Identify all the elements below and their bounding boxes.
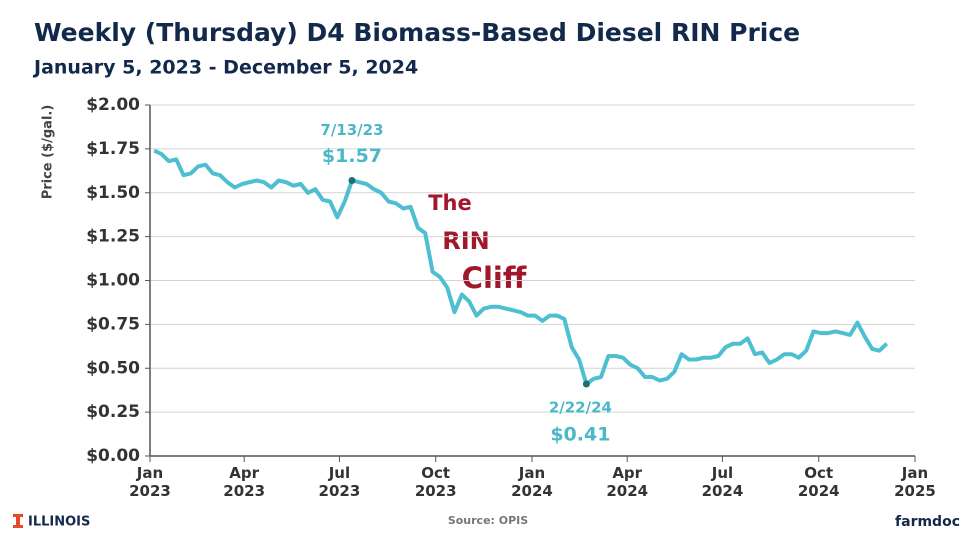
x-tick-label: Oct 2024	[797, 464, 840, 500]
logo-mark	[16, 514, 20, 528]
highlight-value: $1.57	[322, 145, 382, 167]
annotation: RIN	[442, 227, 490, 255]
series-line	[153, 148, 889, 386]
logo-text: farmdoc	[895, 514, 960, 530]
x-tick-label: Jan 2024	[511, 464, 553, 500]
highlight-date: 2/22/24	[549, 399, 612, 417]
source: Source: OPIS	[448, 514, 528, 527]
x-tick-label: Jul 2024	[701, 464, 744, 500]
x-tick-label: Oct 2023	[414, 464, 457, 500]
x-tick-label: Jul 2023	[318, 464, 361, 500]
annotation: Cliff	[462, 261, 527, 295]
highlight-value: $0.41	[550, 424, 610, 446]
y-axis-label: Price ($/gal.)	[41, 105, 56, 200]
highlight-date: 7/13/23	[320, 121, 383, 139]
x-tick-label: Jan 2025	[894, 464, 936, 500]
logo-mark	[13, 514, 23, 517]
y-tick-label: $0.75	[86, 314, 140, 334]
logo-mark	[13, 525, 23, 528]
x-tick-label: Apr 2023	[223, 464, 266, 500]
x-tick-label: Jan 2023	[129, 464, 171, 500]
y-tick-label: $0.50	[86, 358, 140, 378]
highlight-point	[582, 380, 590, 388]
chart-subtitle: January 5, 2023 - December 5, 2024	[32, 57, 418, 79]
y-tick-label: $0.00	[86, 446, 140, 466]
y-tick-label: $1.50	[86, 183, 140, 203]
chart-title: Weekly (Thursday) D4 Biomass-Based Diese…	[34, 18, 800, 47]
y-tick-label: $1.75	[86, 139, 140, 159]
annotation: The	[428, 191, 472, 215]
highlight-point	[348, 176, 356, 184]
logo-text: ILLINOIS	[28, 515, 90, 530]
y-tick-label: $0.25	[86, 402, 140, 422]
y-tick-label: $2.00	[86, 95, 140, 115]
x-tick-label: Apr 2024	[606, 464, 649, 500]
y-tick-label: $1.25	[86, 227, 140, 247]
y-tick-label: $1.00	[86, 271, 140, 291]
